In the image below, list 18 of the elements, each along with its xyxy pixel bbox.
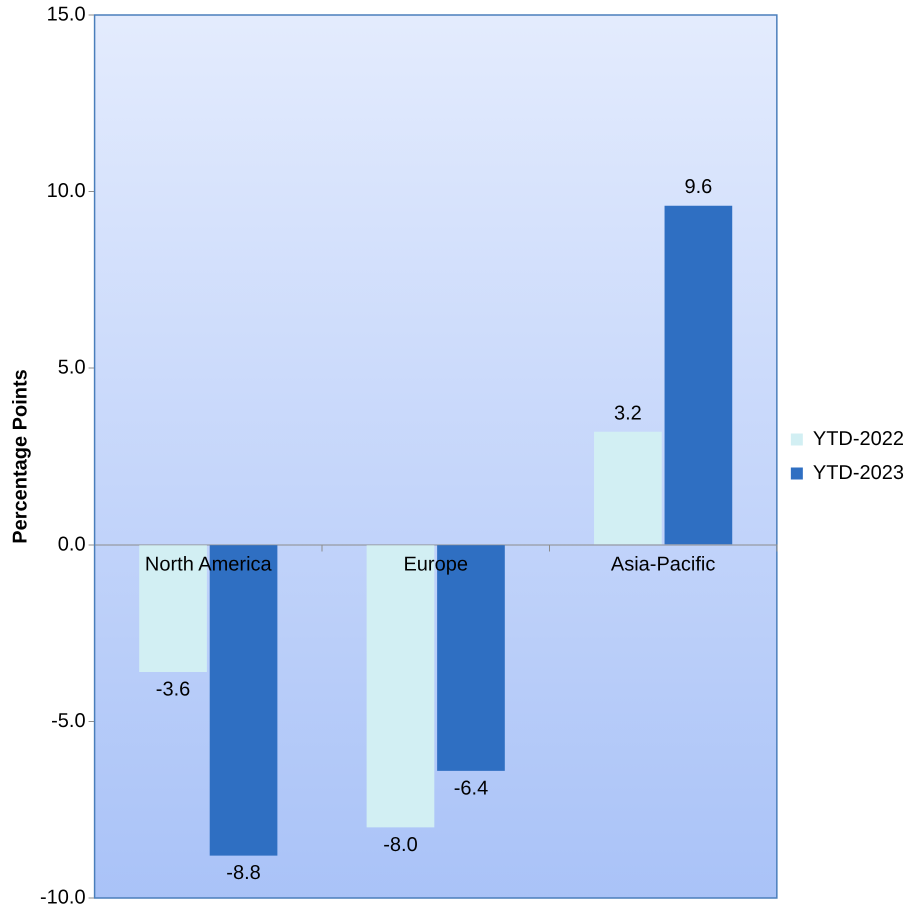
data-label: -3.6	[156, 678, 190, 700]
bar	[664, 206, 732, 544]
data-label: -8.0	[383, 834, 418, 856]
legend-label: YTD-2022	[812, 428, 904, 450]
data-label: 3.2	[614, 402, 642, 424]
y-tick-label: -10.0	[40, 886, 86, 909]
bar	[594, 432, 662, 544]
y-tick-label: 0.0	[58, 533, 86, 556]
y-tick-label: 15.0	[46, 4, 86, 26]
data-label: -8.8	[226, 862, 261, 884]
y-tick-label: -5.0	[51, 710, 86, 732]
y-tick-label: 5.0	[58, 356, 86, 379]
y-axis-title: Percentage Points	[10, 369, 32, 544]
data-label: -6.4	[454, 777, 488, 800]
legend-label: YTD-2023	[812, 462, 904, 484]
y-tick-label: 10.0	[46, 180, 86, 202]
data-label: 9.6	[684, 176, 712, 198]
x-tick-label: Asia-Pacific	[610, 553, 716, 576]
